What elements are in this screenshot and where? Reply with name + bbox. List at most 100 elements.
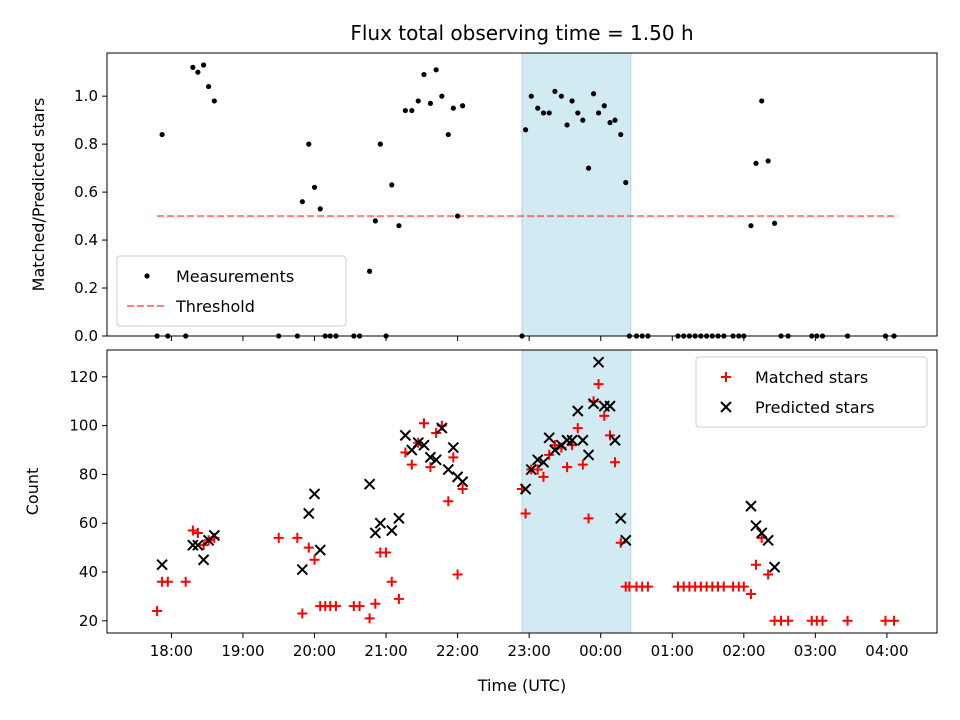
data-point: [377, 141, 383, 147]
data-point: [753, 160, 759, 166]
data-point: [306, 141, 312, 147]
data-point: [430, 454, 442, 466]
data-point: [607, 119, 613, 126]
data-point-stroke: [745, 588, 756, 599]
panel-ratio: 0.0 0.2 0.4 0.6 0.8 1.0 Matched/Predicted star…: [29, 52, 938, 345]
data-point: [552, 88, 558, 94]
data-point: [424, 451, 437, 464]
legend-marker: [721, 372, 731, 382]
data-point-stroke: [363, 478, 376, 490]
data-point-stroke: [442, 463, 455, 476]
data-point-stroke: [763, 569, 774, 580]
data-point: [393, 593, 404, 604]
data-point: [303, 507, 315, 520]
data-point-stroke: [544, 449, 555, 460]
data-point: [421, 71, 427, 78]
data-point-stroke: [412, 436, 424, 449]
y-axis-label: Matched/Predicted stars: [29, 98, 48, 292]
data-point-stroke: [197, 554, 210, 566]
data-point: [612, 117, 618, 123]
data-point: [330, 601, 341, 612]
data-point: [585, 165, 592, 171]
plot-frame: [106, 52, 938, 337]
y-tick-label: 20: [79, 612, 98, 630]
data-point-stroke: [386, 524, 398, 537]
data-point: [599, 410, 610, 421]
legend-box: [695, 356, 928, 428]
data-point-stroke: [604, 400, 616, 412]
data-point: [763, 569, 774, 580]
x-tick-label: 21:00: [364, 642, 407, 660]
data-point: [572, 423, 583, 434]
data-point-stroke: [187, 525, 198, 536]
data-point: [889, 615, 900, 626]
data-point-stroke: [273, 532, 284, 543]
data-point: [587, 397, 600, 410]
data-point: [448, 452, 459, 463]
data-point: [618, 131, 624, 138]
data-point: [566, 434, 578, 446]
data-point: [718, 581, 729, 592]
data-point: [537, 456, 550, 468]
data-point: [200, 62, 207, 68]
data-point: [582, 449, 595, 461]
legend-label: Threshold: [175, 297, 255, 316]
data-point: [580, 117, 586, 123]
data-point-stroke: [562, 462, 573, 473]
x-tick-label: 02:00: [722, 642, 765, 660]
data-point: [393, 512, 405, 525]
data-point: [538, 471, 549, 482]
data-point-stroke: [424, 451, 437, 464]
data-point-stroke: [364, 613, 375, 624]
data-point-stroke: [572, 423, 583, 434]
data-point: [208, 529, 221, 542]
data-point-stroke: [192, 539, 204, 551]
data-point-stroke: [745, 500, 757, 512]
legend-marker: [720, 401, 732, 413]
data-point: [386, 524, 398, 537]
data-point: [206, 83, 212, 90]
y-tick-label: 80: [79, 465, 98, 483]
data-point-stroke: [750, 559, 761, 570]
data-point-stroke: [354, 601, 365, 612]
panel-counts: 18:00 19:00 20:00 21:00 22:00 23:00 00:00 01:00…: [23, 349, 938, 660]
data-point: [750, 519, 762, 532]
data-point: [152, 606, 163, 617]
data-point: [372, 218, 378, 224]
data-point-stroke: [370, 598, 381, 609]
data-point: [522, 127, 529, 133]
data-point: [532, 454, 544, 466]
data-point: [642, 581, 653, 592]
series-matched-stars: [152, 379, 900, 626]
data-point: [406, 459, 417, 470]
data-point-stroke: [448, 452, 459, 463]
data-point-stroke: [592, 356, 605, 368]
data-point: [159, 131, 165, 138]
data-point-stroke: [750, 519, 762, 532]
data-point: [543, 432, 555, 444]
data-point-stroke: [610, 457, 621, 468]
data-point: [297, 608, 308, 619]
data-point: [450, 105, 456, 111]
data-point-stroke: [399, 429, 412, 442]
data-point-stroke: [208, 529, 221, 542]
data-point-stroke: [599, 410, 610, 421]
y-tick-label: 40: [79, 563, 98, 581]
data-point: [311, 184, 318, 190]
data-point: [418, 439, 430, 451]
data-point-stroke: [889, 615, 900, 626]
data-point-stroke: [187, 539, 199, 551]
data-point: [750, 559, 761, 570]
data-point: [592, 356, 605, 368]
data-point-stroke: [309, 554, 320, 565]
data-point: [590, 91, 597, 97]
data-point: [381, 547, 392, 558]
data-point: [549, 444, 561, 456]
data-point: [364, 613, 375, 624]
legend-box: [116, 255, 347, 327]
data-point: [425, 462, 436, 473]
data-point-stroke: [443, 496, 454, 507]
data-point-stroke: [520, 508, 531, 519]
data-point: [447, 441, 460, 454]
